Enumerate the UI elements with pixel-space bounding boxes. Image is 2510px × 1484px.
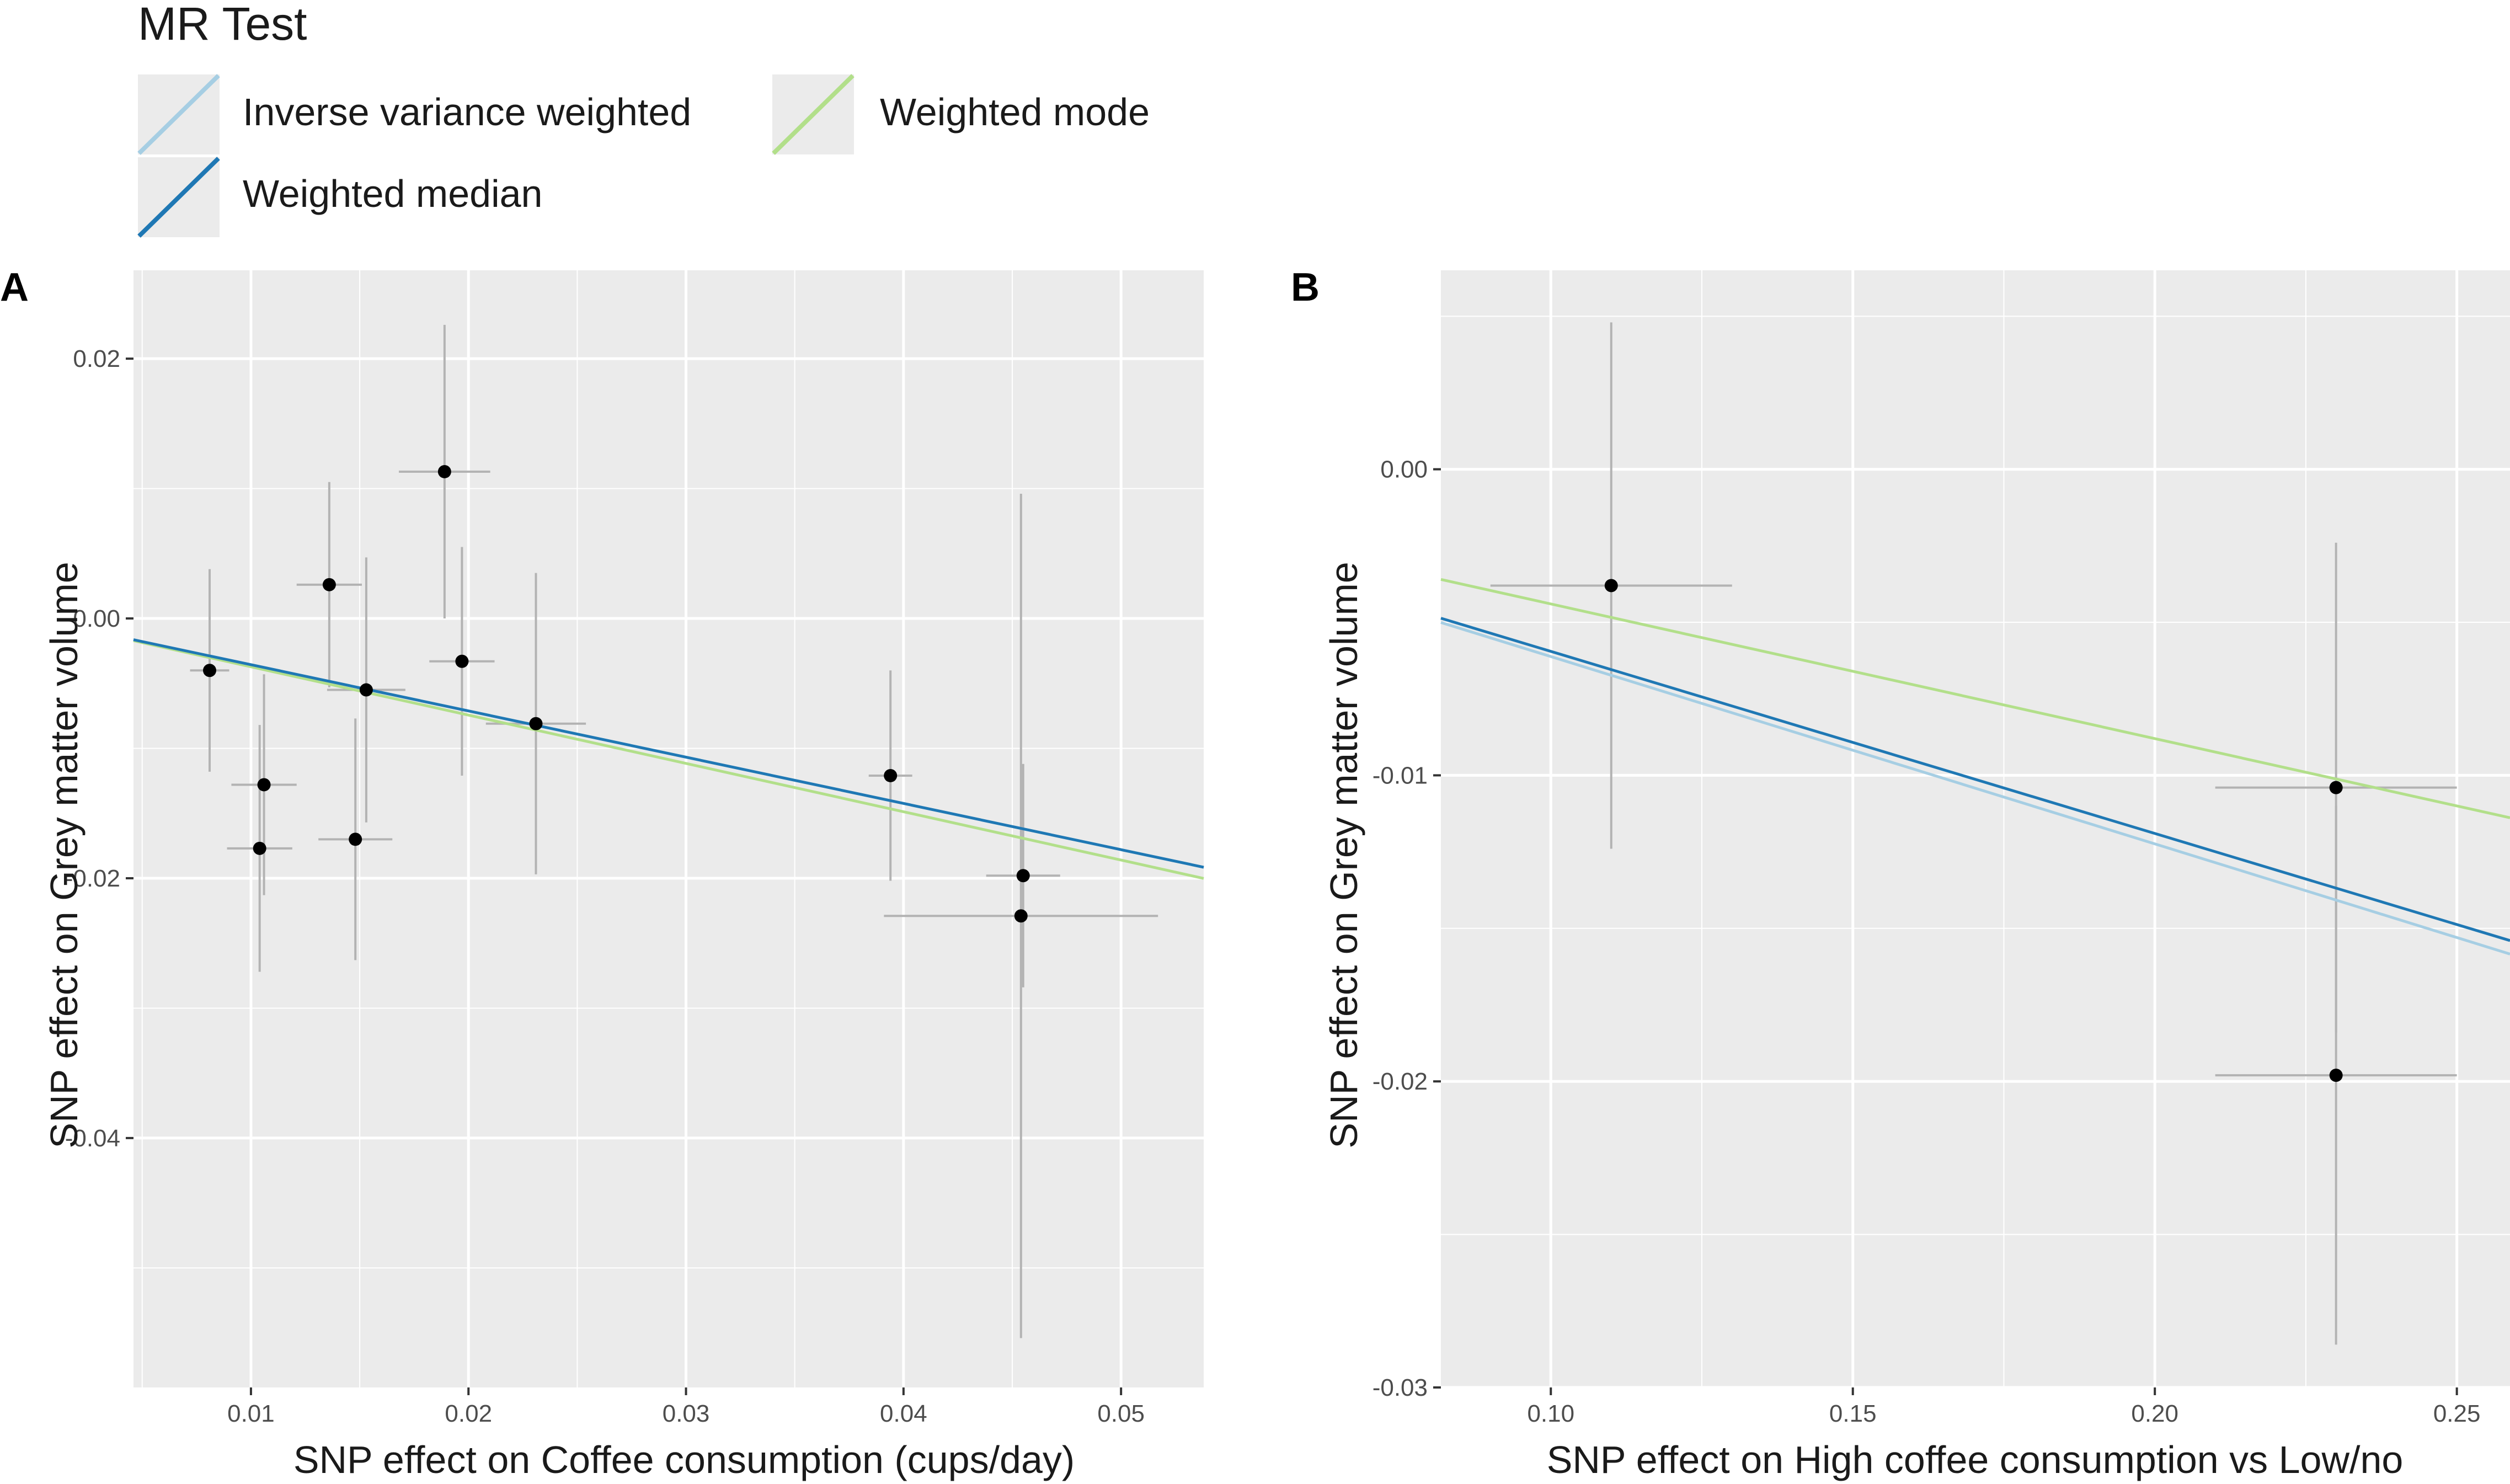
x-tick-label-2: 0.20 (2131, 1400, 2178, 1427)
panel-a-minor-grid (133, 270, 1204, 1387)
regression-line-inverse-variance-weighted (1440, 621, 2510, 955)
data-point-6 (437, 465, 451, 478)
panel-a-axes: 0.01 0.02 0.03 0.04 0.05 0.02 0.00 -0.02 -0.04 (65, 345, 1145, 1427)
data-point-2 (257, 778, 271, 792)
legend-item-weighted-mode: Weighted mode (772, 74, 1150, 155)
y-tick-label-0: 0.00 (1380, 456, 1428, 483)
y-tick-label-2: -0.02 (65, 865, 120, 892)
y-tick-label-1: -0.01 (1373, 762, 1428, 789)
regression-line-weighted-median (133, 638, 1204, 869)
legend-label-weighted-mode: Weighted mode (880, 90, 1150, 134)
panel-b-minor-grid (1441, 270, 2510, 1387)
legend-item-weighted-median: Weighted median (137, 157, 543, 238)
panel-a-points (203, 465, 1030, 923)
data-point-2 (2329, 1069, 2343, 1082)
data-point-3 (322, 578, 336, 591)
data-point-0 (1604, 579, 1618, 592)
x-tick-label-1: 0.02 (445, 1400, 492, 1427)
data-point-1 (253, 841, 266, 855)
panel-a-y-axis-label: SNP effect on Grey matter volume (42, 562, 86, 1148)
panel-b-axes: 0.10 0.15 0.20 0.25 0.00 -0.01 -0.02 -0.03 (1373, 456, 2481, 1427)
regression-line-weighted-median (1440, 617, 2510, 942)
x-tick-label-3: 0.04 (880, 1400, 927, 1427)
x-tick-label-2: 0.03 (663, 1400, 710, 1427)
legend-item-ivw: Inverse variance weighted (137, 74, 691, 155)
x-tick-label-1: 0.15 (1829, 1400, 1877, 1427)
y-tick-label-3: -0.04 (65, 1125, 120, 1152)
panel-b-tag: B (1291, 265, 1320, 309)
x-tick-label-3: 0.25 (2433, 1400, 2481, 1427)
y-tick-label-2: -0.02 (1373, 1068, 1428, 1095)
data-point-10 (1016, 869, 1030, 883)
x-tick-label-4: 0.05 (1097, 1400, 1145, 1427)
panel-a: A 0.01 0.02 0.03 0.04 0.05 0.02 0.00 -0.02 -0.04… (0, 265, 1204, 1481)
panel-b-y-axis-label: SNP effect on Grey matter volume (1322, 562, 1365, 1148)
panel-b-points (1604, 579, 2343, 1082)
panel-b-regression-lines (1440, 578, 2510, 955)
legend-key-weighted-median-line (137, 157, 220, 238)
panel-a-regression-lines (133, 638, 1204, 880)
data-point-4 (349, 832, 362, 846)
panel-b-x-axis-label: SNP effect on High coffee consumption vs… (1547, 1438, 2404, 1481)
data-point-0 (203, 664, 217, 677)
data-point-8 (529, 717, 543, 730)
legend-label-ivw: Inverse variance weighted (243, 90, 691, 134)
data-point-11 (1014, 909, 1028, 923)
data-point-9 (884, 768, 898, 782)
legend: MR Test Inverse variance weighted Weight… (137, 0, 1150, 238)
legend-key-ivw-line (137, 74, 220, 155)
legend-key-weighted-mode-line (772, 74, 855, 155)
legend-label-weighted-median: Weighted median (243, 172, 543, 215)
panel-b-major-grid (1441, 270, 2510, 1389)
panel-a-tag: A (0, 265, 29, 309)
panel-a-x-axis-label: SNP effect on Coffee consumption (cups/d… (293, 1438, 1075, 1481)
x-tick-label-0: 0.10 (1527, 1400, 1574, 1427)
panel-b: B 0.10 0.15 0.20 0.25 0.00 -0.01 -0.02 -0.03 SN… (1291, 265, 2510, 1481)
data-point-1 (2329, 781, 2343, 794)
panel-b-plot-background (1441, 270, 2510, 1387)
data-point-5 (359, 683, 373, 697)
y-tick-label-3: -0.03 (1373, 1374, 1428, 1401)
regression-line-weighted-mode (1440, 578, 2510, 819)
y-tick-label-0: 0.02 (73, 345, 120, 372)
panel-a-plot-background (133, 270, 1204, 1387)
x-tick-label-0: 0.01 (227, 1400, 275, 1427)
data-point-7 (455, 654, 469, 668)
y-tick-label-1: 0.00 (73, 605, 120, 632)
legend-title: MR Test (138, 0, 307, 50)
regression-line-weighted-mode (133, 639, 1204, 880)
